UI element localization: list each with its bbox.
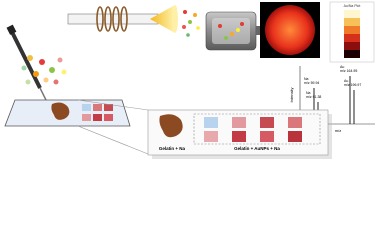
colorbar-title: Au/Na Plot	[344, 4, 361, 8]
peak-label: m/z 196.97	[344, 83, 361, 87]
peak-element: Au	[344, 79, 348, 83]
droplets	[21, 55, 67, 85]
x-axis-label: m/z	[335, 128, 341, 133]
y-axis-label: Intensity	[289, 88, 294, 103]
peak-element: Na	[304, 77, 309, 81]
page: {"heatmap": {"colorbar_title": "Au/Na Pl…	[4, 1, 375, 159]
peak-label: m/z 91.38	[306, 95, 321, 99]
heatmap	[260, 2, 320, 58]
sample-panel: Gelatin + Na Gelatin + AuNPs + Na	[147, 109, 332, 159]
peak-element: Au	[340, 65, 344, 69]
peak-element: Na	[306, 91, 311, 95]
colorbar: Au/Na Plot	[329, 1, 375, 63]
zoom-lines	[77, 99, 149, 155]
peak-label: m/z 59.94	[304, 81, 319, 85]
ablation-source	[67, 5, 200, 37]
pipette	[6, 24, 47, 101]
diagram: Au/Na Plot Intensity m/z Na m/z 59.94 Na…	[4, 1, 375, 159]
sample-label: Gelatin + AuNPs + Na	[234, 146, 280, 151]
slide	[4, 99, 131, 127]
chamber	[205, 11, 262, 51]
peak-label: m/z 164.95	[340, 69, 357, 73]
sample-label: Gelatin + Na	[159, 146, 186, 151]
